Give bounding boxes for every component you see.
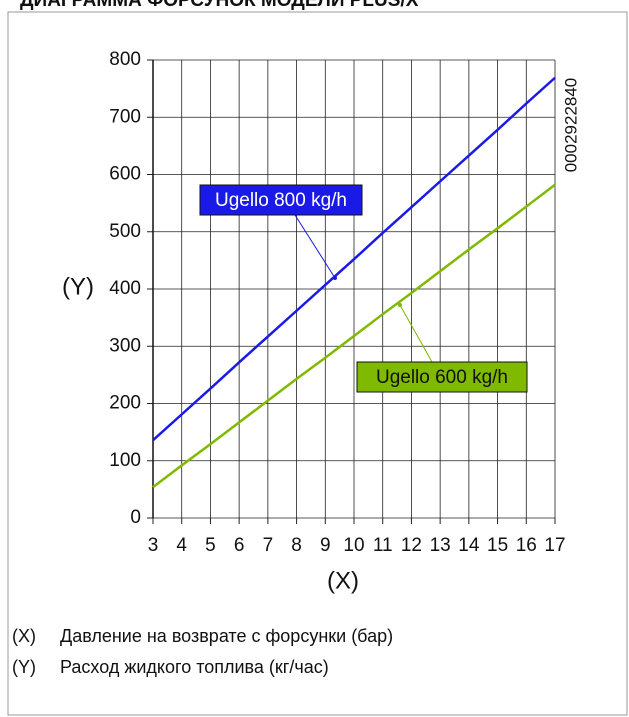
x-tick-label: 14 — [458, 535, 480, 556]
legend-label: Ugello 800 kg/h — [215, 190, 347, 211]
note-key: (X) — [12, 626, 36, 646]
x-tick-label: 9 — [320, 535, 331, 556]
x-tick-label: 12 — [401, 535, 422, 556]
arrow-head — [398, 303, 402, 307]
y-tick-label: 400 — [109, 278, 141, 299]
legend-box — [356, 361, 528, 393]
annotation-arrow — [294, 214, 336, 279]
x-tick-label: 16 — [516, 535, 537, 556]
note-text: Расход жидкого топлива (кг/час) — [60, 657, 329, 677]
x-tick-label: 11 — [373, 535, 393, 556]
y-tick-label: 500 — [109, 221, 141, 242]
code: 0002922840 — [561, 78, 580, 173]
x-tick-label: 5 — [205, 535, 216, 556]
x-axis-label: (X) — [327, 567, 359, 594]
data-line — [152, 76, 556, 442]
x-tick-label: 3 — [148, 535, 159, 556]
y-tick-label: 700 — [109, 106, 141, 127]
x-tick-label: 4 — [176, 535, 187, 556]
x-tick-label: 13 — [430, 535, 451, 556]
y-tick-label: 100 — [109, 450, 141, 471]
frame — [7, 11, 628, 716]
x-tick-label: 7 — [263, 535, 274, 556]
y-tick-label: 300 — [109, 335, 141, 356]
chart-title: ДИАГРАММА ФОРСУНОК МОДЕЛИ PLUS/X — [20, 0, 419, 11]
x-tick-label: 17 — [544, 535, 565, 556]
annotation-arrow — [399, 304, 433, 363]
legend-label: Ugello 600 kg/h — [376, 367, 508, 388]
note-key: (Y) — [12, 657, 36, 677]
y-tick-label: 800 — [109, 49, 141, 70]
y-axis-label: (Y) — [62, 273, 94, 300]
x-tick-label: 15 — [487, 535, 508, 556]
legend-box — [199, 184, 363, 216]
arrow-head — [333, 276, 337, 280]
data-line — [152, 183, 556, 489]
y-tick-label: 600 — [109, 164, 141, 185]
x-tick-label: 6 — [234, 535, 245, 556]
x-tick-label: 8 — [291, 535, 302, 556]
y-tick-label: 200 — [109, 393, 141, 414]
note-text: Давление на возврате с форсунки (бар) — [60, 626, 393, 646]
x-tick-label: 10 — [343, 535, 364, 556]
y-tick-label: 0 — [130, 507, 141, 528]
